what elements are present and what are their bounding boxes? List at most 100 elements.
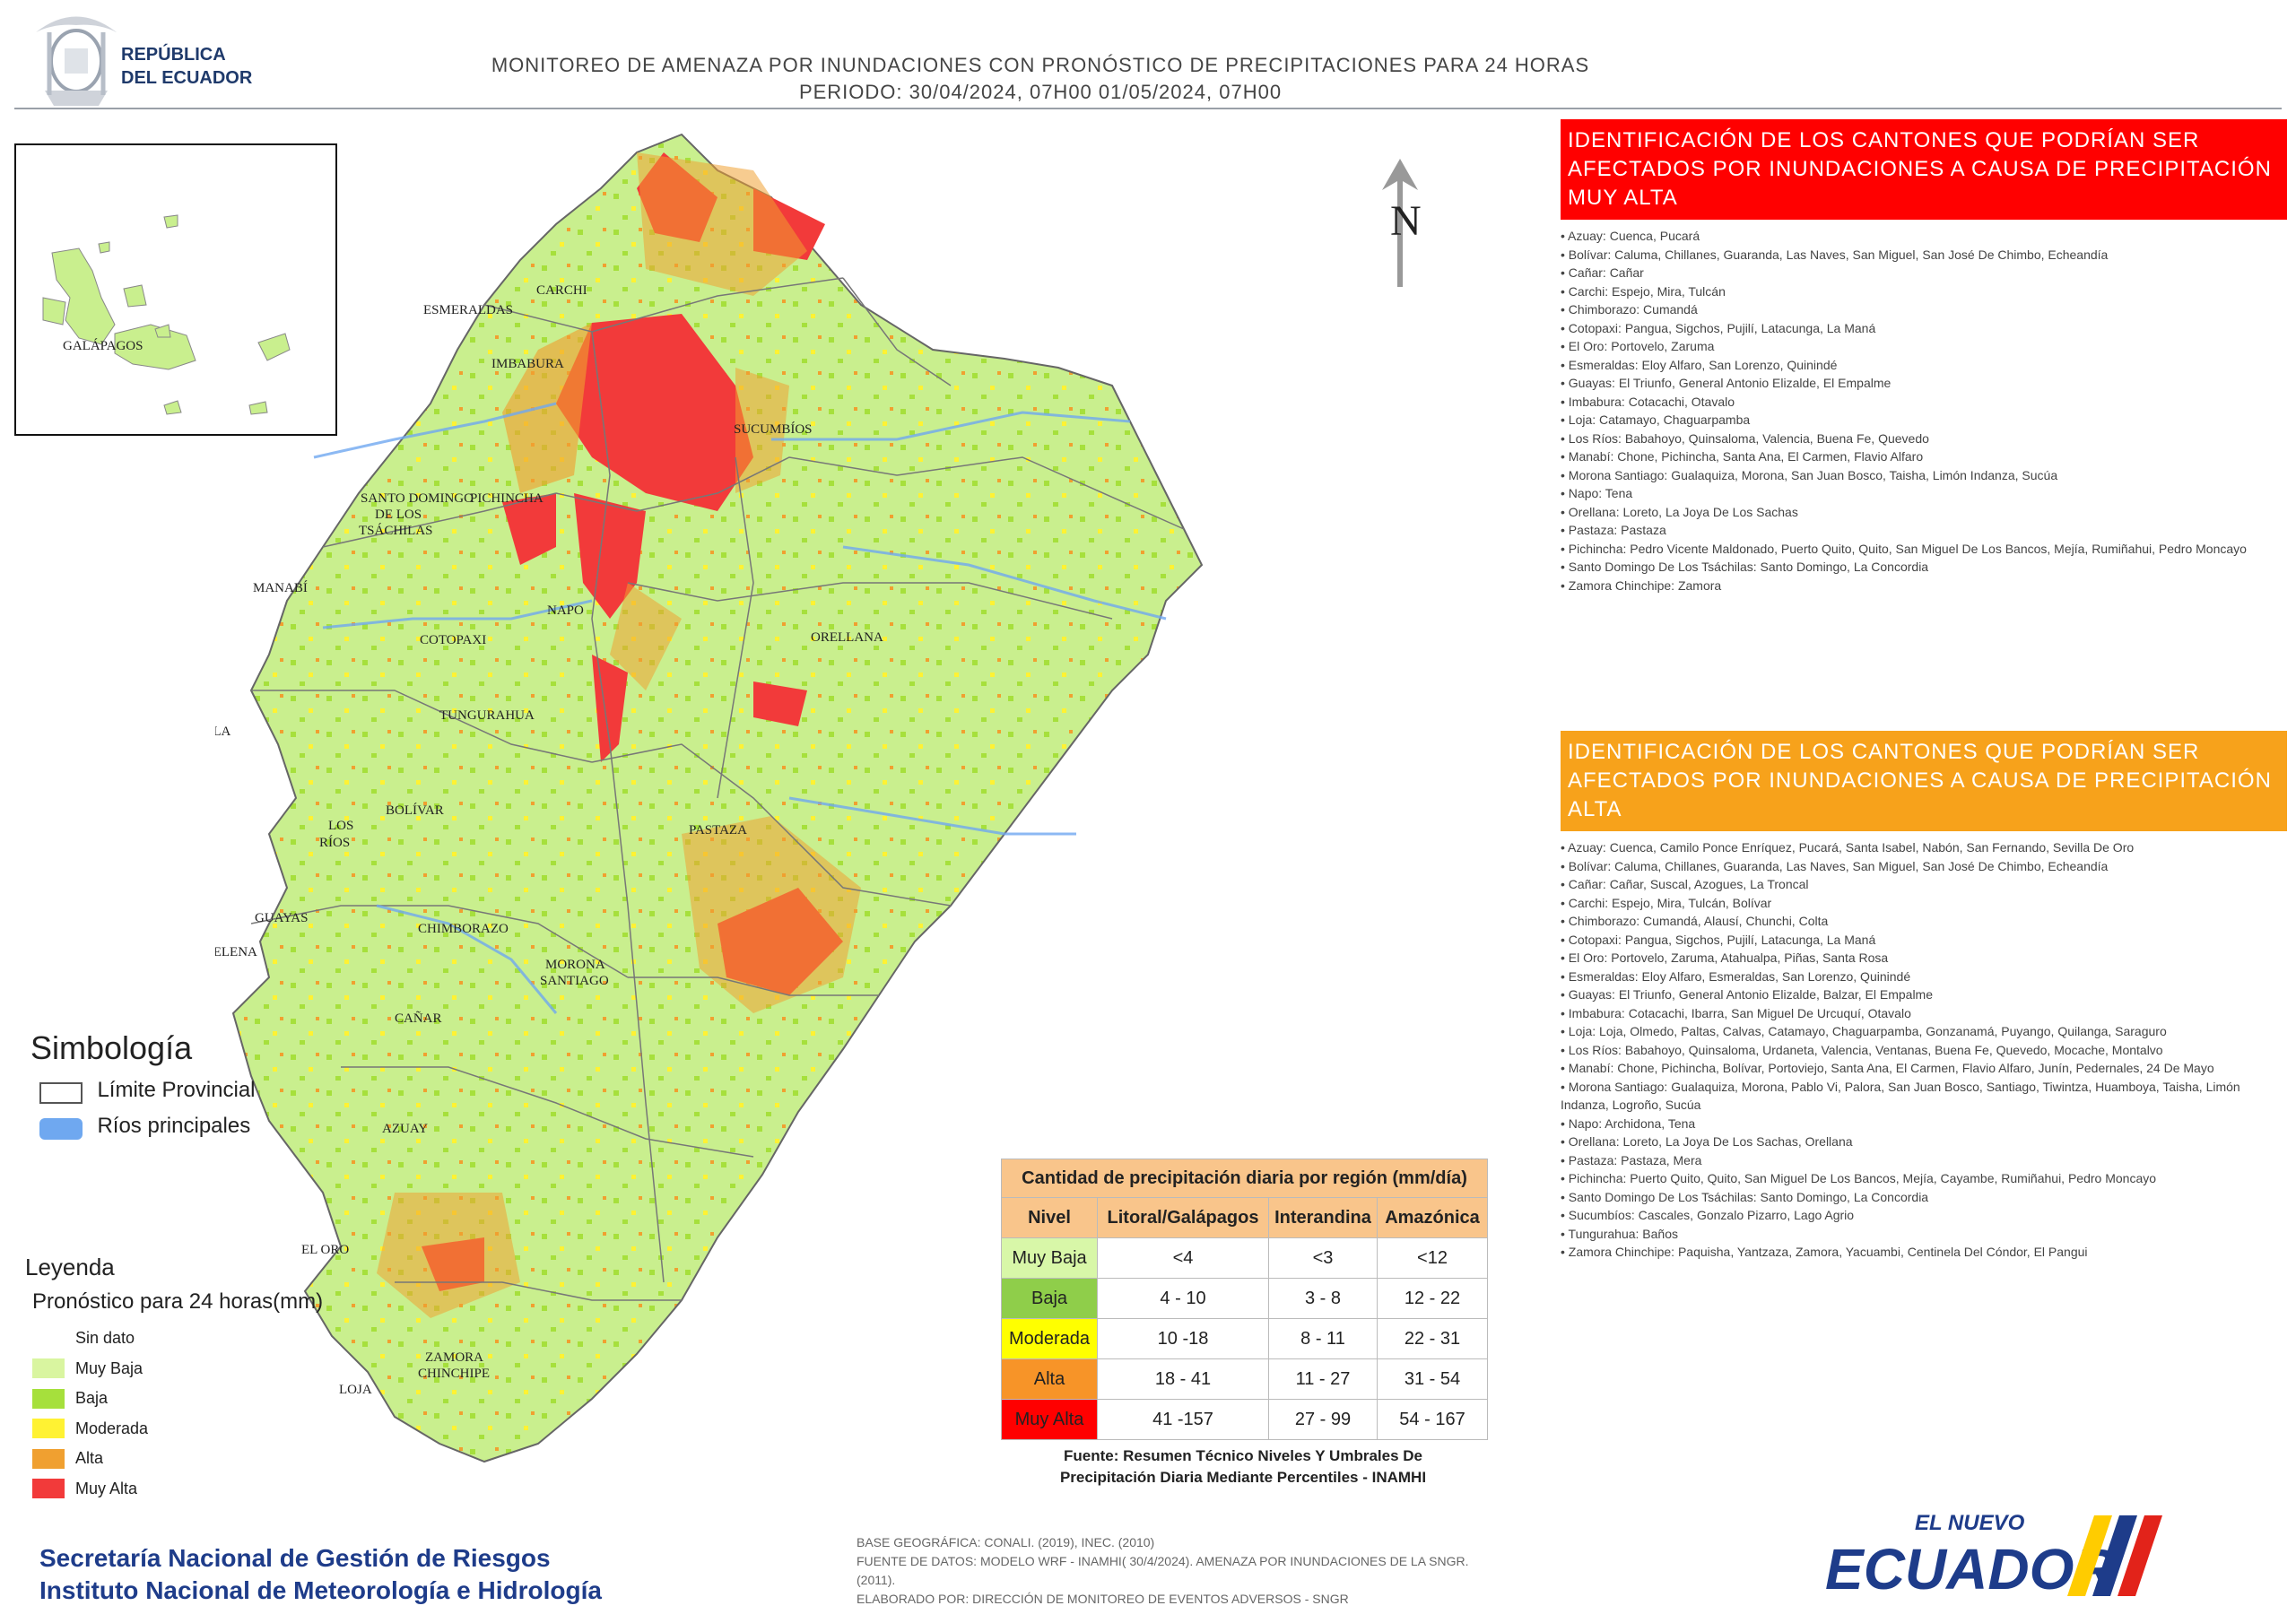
galapagos-inset-map: GALÁPAGOS [14, 143, 337, 436]
panel-alta: IDENTIFICACIÓN DE LOS CANTONES QUE PODRÍ… [1561, 731, 2287, 1262]
label-manabi: MANABÍ [253, 580, 308, 595]
label-santo-domingo-2: DE LOS [375, 508, 422, 522]
header-divider [14, 108, 2282, 109]
north-arrow: N [1378, 154, 1422, 289]
label-sucumbios: SUCUMBÍOS [734, 421, 813, 437]
cantones-muy-alta-list: • Azuay: Cuenca, Pucará • Bolívar: Caluma… [1561, 227, 2287, 595]
canton-alta-item: • Carchi: Espejo, Mira, Tulcán, Bolívar [1561, 895, 1772, 910]
canton-muy-alta-item: • Orellana: Loreto, La Joya De Los Sacha… [1561, 504, 1798, 519]
canton-alta-item: • Napo: Archidona, Tena [1561, 1115, 1696, 1131]
label-pastaza: PASTAZA [689, 823, 747, 838]
canton-alta-item: • Bolívar: Caluma, Chillanes, Guaranda, … [1561, 858, 2109, 873]
legend-label: Muy Baja [75, 1358, 144, 1377]
legend-swatch [32, 1479, 65, 1499]
legend-swatch [32, 1448, 65, 1469]
el-nuevo-ecuador-logo: EL NUEVO ECUADOR [1825, 1506, 2184, 1605]
label-santo-domingo-3: TSÁCHILAS [359, 523, 433, 538]
precip-row: Baja 4 - 10 3 - 8 12 - 22 [1001, 1278, 1488, 1319]
canton-muy-alta-item: • Azuay: Cuenca, Pucará [1561, 229, 1700, 243]
canton-alta-item: • Sucumbíos: Cascales, Gonzalo Pizarro, … [1561, 1208, 1855, 1222]
legend-label: Moderada [75, 1419, 149, 1437]
label-zamora-2: CHINCHIPE [418, 1367, 490, 1381]
title-line-1: MONITOREO DE AMENAZA POR INUNDACIONES CO… [491, 54, 1590, 76]
label-azuay: AZUAY [382, 1122, 428, 1136]
header-interandina: Interandina [1268, 1197, 1378, 1238]
precip-cell-nivel: Baja [1001, 1278, 1098, 1319]
precip-cell-nivel: Muy Alta [1001, 1399, 1098, 1440]
label-bolivar: BOLÍVAR [386, 803, 444, 818]
canton-alta-item: • Orellana: Loreto, La Joya De Los Sacha… [1561, 1134, 1853, 1149]
republic-logo-text: REPÚBLICA DEL ECUADOR [121, 45, 253, 88]
org-inamhi: Instituto Nacional de Meteorología e Hid… [39, 1576, 602, 1604]
title-line-2: PERIODO: 30/04/2024, 07H00 01/05/2024, 0… [798, 81, 1283, 103]
precip-cell-lit: 41 -157 [1097, 1399, 1269, 1440]
canton-alta-item: • Guayas: El Triunfo, General Antonio El… [1561, 987, 1933, 1002]
leyenda-title: Leyenda [25, 1254, 115, 1280]
simbologia-limite: Límite Provincial [39, 1078, 256, 1104]
simbologia-title: Simbología [30, 1029, 193, 1066]
label-chimborazo: CHIMBORAZO [418, 922, 509, 936]
legend-item: Muy Baja [32, 1354, 148, 1384]
precip-source: Fuente: Resumen Técnico Niveles Y Umbral… [1059, 1447, 1427, 1486]
canton-muy-alta-item: • Manabí: Chone, Pichincha, Santa Ana, E… [1561, 449, 1924, 464]
precip-cell-nivel: Muy Baja [1001, 1237, 1098, 1279]
footer-credits: BASE GEOGRÁFICA: CONALI. (2019), INEC. (… [857, 1535, 1469, 1606]
panel-muy-alta-title: IDENTIFICACIÓN DE LOS CANTONES QUE PODRÍ… [1561, 119, 2287, 220]
precip-cell-lit: 10 -18 [1097, 1318, 1269, 1359]
precip-cell-nivel: Alta [1001, 1358, 1098, 1400]
org-sngr: Secretaría Nacional de Gestión de Riesgo… [39, 1544, 551, 1572]
cantones-alta-list: • Azuay: Cuenca, Camilo Ponce Enríquez, … [1561, 838, 2287, 1262]
label-santa-elena: SANTA ELENA [215, 945, 257, 959]
canton-muy-alta-item: • Napo: Tena [1561, 486, 1633, 500]
precip-row: Alta 18 - 41 11 - 27 31 - 54 [1001, 1358, 1488, 1400]
label-tungurahua: TUNGURAHUA [439, 708, 535, 723]
legend-item: Muy Alta [32, 1474, 148, 1505]
header-amazonica: Amazónica [1377, 1197, 1488, 1238]
leyenda-subtitle: Pronóstico para 24 horas(mm) [32, 1289, 324, 1314]
canton-alta-item: • Azuay: Cuenca, Camilo Ponce Enríquez, … [1561, 840, 2135, 855]
canton-muy-alta-item: • Guayas: El Triunfo, General Antonio El… [1561, 376, 1892, 390]
svg-text:EL NUEVO: EL NUEVO [1915, 1511, 2025, 1535]
label-cotopaxi: COTOPAXI [420, 633, 486, 647]
precip-cell-ama: 31 - 54 [1377, 1358, 1488, 1400]
label-morona-1: MORONA [545, 958, 605, 972]
canton-alta-item: • Pichincha: Puerto Quito, Quito, San Mi… [1561, 1171, 2157, 1185]
canton-muy-alta-item: • Esmeraldas: Eloy Alfaro, San Lorenzo, … [1561, 357, 1838, 372]
coat-of-arms-logo [27, 5, 126, 111]
canton-alta-item: • Chimborazo: Cumandá, Alausí, Chunchi, … [1561, 914, 1829, 928]
canton-alta-item: • Morona Santiago: Gualaquiza, Morona, P… [1561, 1079, 2240, 1113]
precip-cell-int: 27 - 99 [1268, 1399, 1378, 1440]
label-zamora-1: ZAMORA [425, 1350, 483, 1365]
canton-alta-item: • Pastaza: Pastaza, Mera [1561, 1152, 1702, 1167]
legend-label: Baja [75, 1389, 109, 1408]
header-nivel: Nivel [1001, 1197, 1098, 1238]
canton-alta-item: • Cotopaxi: Pangua, Sigchos, Pujilí, Lat… [1561, 932, 1876, 947]
canton-alta-item: • Los Ríos: Babahoyo, Quinsaloma, Urdane… [1561, 1042, 2163, 1057]
canton-alta-item: • Loja: Loja, Olmedo, Paltas, Calvas, Ca… [1561, 1024, 2167, 1038]
inset-label-galapagos: GALÁPAGOS [63, 338, 143, 353]
canton-muy-alta-item: • Los Ríos: Babahoyo, Quinsaloma, Valenc… [1561, 430, 1929, 446]
label-santo-domingo-1: SANTO DOMINGO [361, 491, 474, 506]
canton-alta-item: • El Oro: Portovelo, Zaruma, Atahualpa, … [1561, 950, 1889, 965]
canton-muy-alta-item: • Loja: Catamayo, Chaguarpamba [1561, 412, 1751, 427]
canton-alta-item: • Santo Domingo De Los Tsáchilas: Santo … [1561, 1189, 1929, 1204]
precip-cell-lit: 4 - 10 [1097, 1278, 1269, 1319]
precip-row: Muy Alta 41 -157 27 - 99 54 - 167 [1001, 1399, 1488, 1440]
canton-muy-alta-item: • Chimborazo: Cumandá [1561, 302, 1698, 317]
panel-alta-title: IDENTIFICACIÓN DE LOS CANTONES QUE PODRÍ… [1561, 731, 2287, 831]
precip-cell-lit: 18 - 41 [1097, 1358, 1269, 1400]
simbologia-rios: Ríos principales [39, 1114, 250, 1140]
label-isla: ISLA [215, 725, 231, 739]
canton-muy-alta-item: • Cotopaxi: Pangua, Sigchos, Pujilí, Lat… [1561, 320, 1876, 335]
canton-alta-item: • Esmeraldas: Eloy Alfaro, Esmeraldas, S… [1561, 968, 1911, 984]
header-litoral: Litoral/Galápagos [1097, 1197, 1269, 1238]
canton-muy-alta-item: • Zamora Chinchipe: Zamora [1561, 577, 1722, 593]
rivers [313, 402, 1167, 1014]
rios-swatch [39, 1117, 83, 1140]
canton-alta-item: • Zamora Chinchipe: Paquisha, Yantzaza, … [1561, 1245, 2088, 1259]
precip-cell-ama: 54 - 167 [1377, 1399, 1488, 1440]
legend-item: Baja [32, 1384, 148, 1414]
precip-cell-ama: 22 - 31 [1377, 1318, 1488, 1359]
label-carchi: CARCHI [536, 283, 587, 298]
label-los-rios-2: RÍOS [319, 835, 350, 850]
